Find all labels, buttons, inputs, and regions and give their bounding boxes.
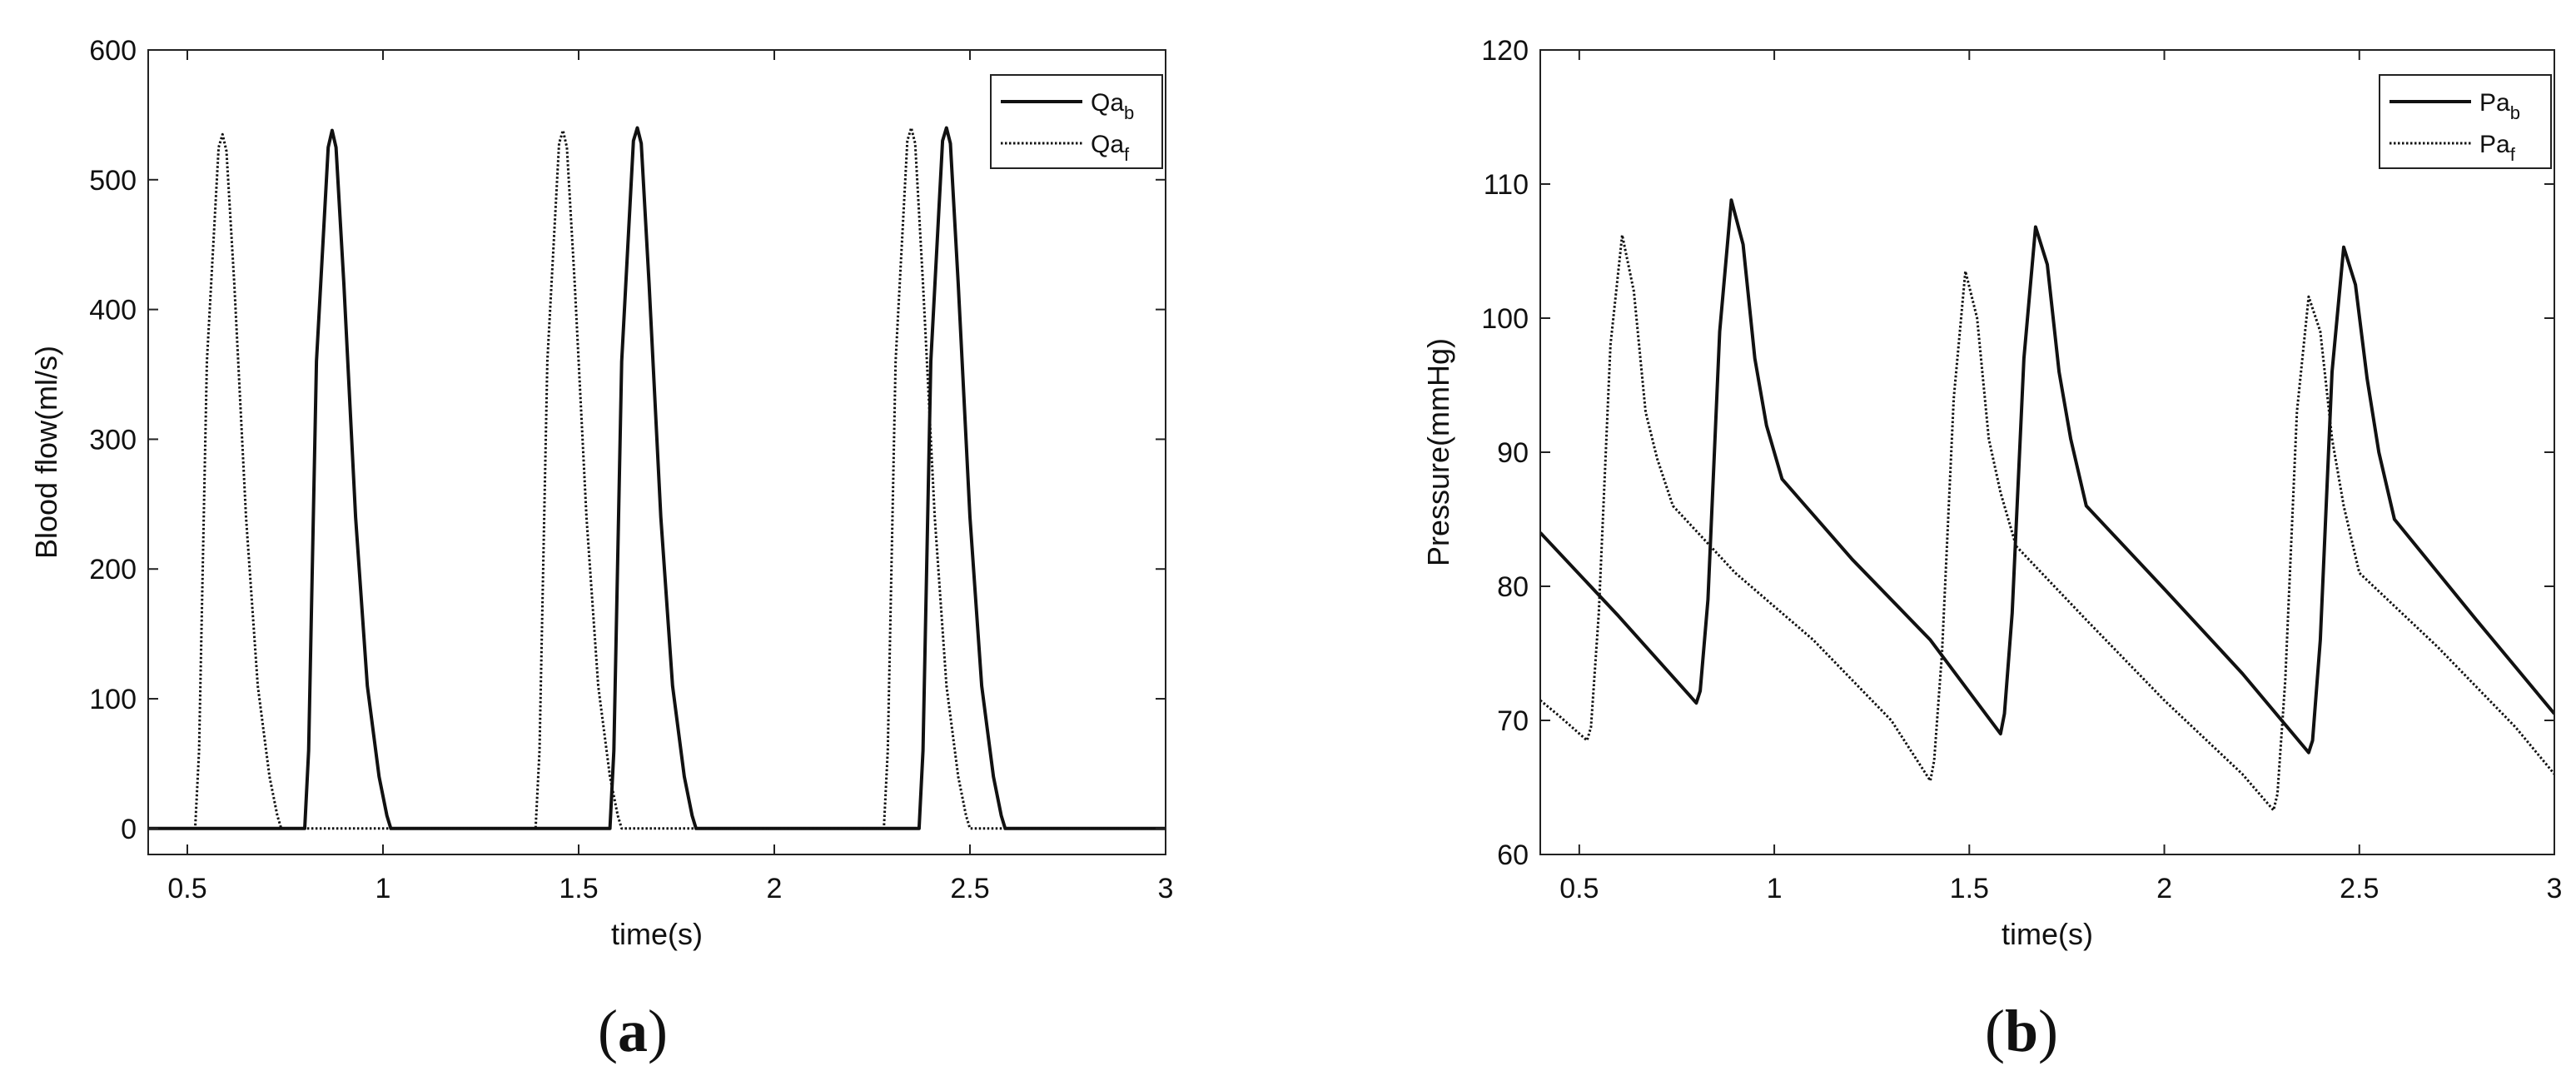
x-tick-label: 1 (375, 873, 391, 904)
series-line-Qaf (148, 127, 1166, 830)
plot-area-frame-a (147, 49, 1166, 855)
y-tick-label: 100 (1481, 303, 1529, 335)
y-tick-label: 80 (1497, 571, 1529, 603)
x-tick-label: 2.5 (950, 873, 989, 904)
y-tick-label: 500 (89, 165, 137, 197)
caption-a: (a) (598, 998, 668, 1064)
x-tick-label: 3 (1158, 873, 1174, 904)
series-line-Paf (1540, 233, 2554, 812)
y-tick-label: 400 (89, 295, 137, 326)
legend-b: Pab Paf (2379, 74, 2552, 169)
x-tick-label: 0.5 (167, 873, 206, 904)
y-tick-label: 70 (1497, 705, 1529, 737)
y-tick-label: 100 (89, 684, 137, 715)
caption-a-letter: a (618, 998, 648, 1064)
plot-area-frame-b (1539, 49, 2555, 855)
legend-label-Pab: Pab (2479, 89, 2520, 123)
y-tick-label: 600 (89, 35, 137, 67)
caption-b: (b) (1985, 998, 2058, 1064)
series-line-Qab (148, 126, 1166, 830)
x-axis-label-a: time(s) (611, 917, 703, 951)
series-line-Pab (1540, 198, 2554, 755)
y-axis-label-b: Pressure(mmHg) (1421, 338, 1455, 566)
x-tick-label: 2.5 (2340, 873, 2379, 904)
x-axis-label-b: time(s) (2002, 917, 2093, 951)
y-tick-label: 0 (121, 814, 137, 845)
legend-label-Paf: Paf (2479, 131, 2516, 165)
y-tick-label: 120 (1481, 35, 1529, 67)
legend-box (990, 74, 1163, 169)
x-tick-label: 0.5 (1559, 873, 1599, 904)
x-tick-label: 3 (2547, 873, 2563, 904)
y-tick-label: 110 (1484, 169, 1529, 201)
y-axis-label-a: Blood flow(ml/s) (29, 346, 63, 559)
y-tick-label: 60 (1497, 839, 1529, 871)
x-tick-label: 2 (767, 873, 783, 904)
caption-b-letter: b (2005, 998, 2038, 1064)
x-tick-label: 1.5 (559, 873, 598, 904)
y-tick-label: 90 (1497, 437, 1529, 469)
y-tick-label: 300 (89, 424, 137, 456)
panel-b: 0.5 1 1.5 2 2.5 3 60 70 80 90 100 110 120 time(s) Pr… (1421, 35, 2562, 1064)
legend-label-Qab: Qab (1091, 89, 1134, 123)
legend-label-Qaf: Qaf (1091, 131, 1130, 165)
x-tick-label: 1 (1767, 873, 1783, 904)
x-tick-label: 2 (2156, 873, 2172, 904)
legend-box (2379, 74, 2552, 169)
x-tick-label: 1.5 (1950, 873, 1989, 904)
y-tick-label: 200 (89, 554, 137, 585)
legend-a: Qab Qaf (990, 74, 1163, 169)
